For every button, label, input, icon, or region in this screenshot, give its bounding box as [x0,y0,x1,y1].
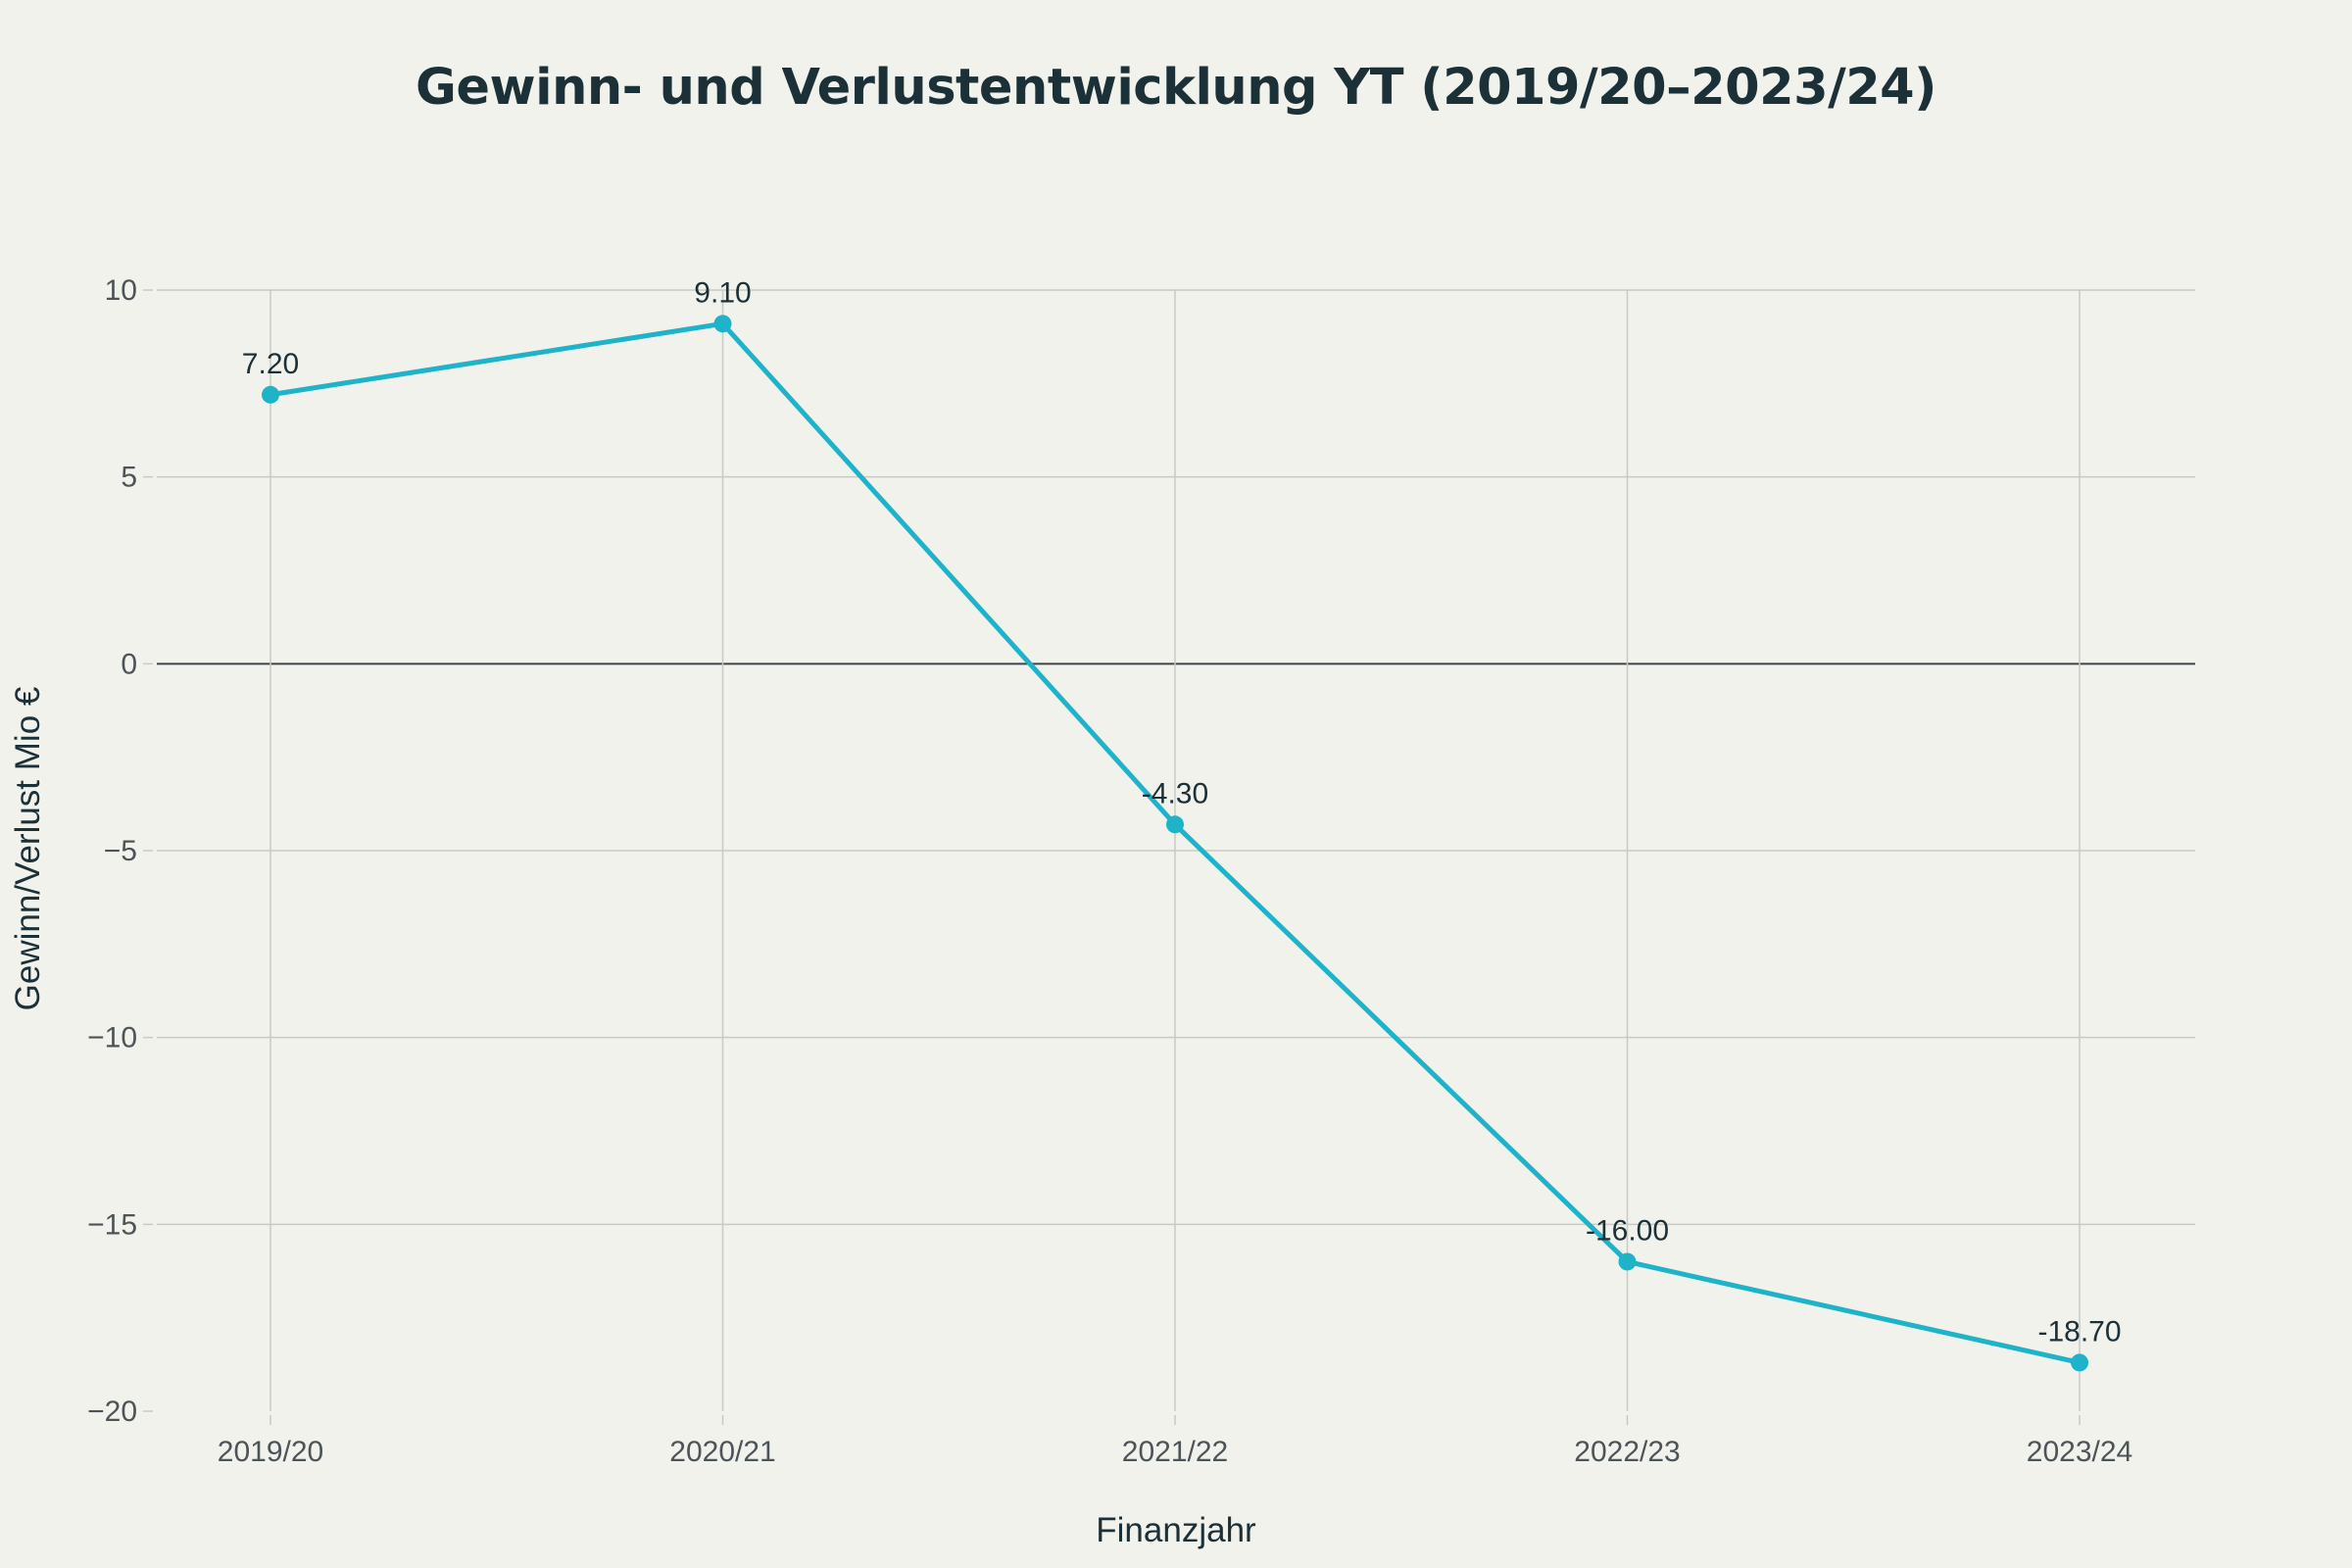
data-point [2071,1353,2088,1372]
x-tick-label: 2022/23 [1574,1436,1680,1468]
x-tick-label: 2023/24 [2027,1436,2132,1468]
y-tick-label: −15 [87,1208,137,1241]
y-tick-label: −20 [87,1396,137,1428]
data-point [262,385,279,404]
data-point [1166,815,1184,834]
x-tick-label: 2020/21 [669,1436,775,1468]
y-tick-label: 10 [105,274,137,307]
y-axis-label: Gewinn/Verlust Mio € [9,687,47,1011]
x-tick-label: 2021/22 [1122,1436,1228,1468]
x-tick-label: 2019/20 [218,1436,323,1468]
data-labels: 7.20 9.10 -4.30 -16.00 -18.70 [242,276,2122,1348]
y-tick-label: −5 [104,835,137,867]
y-tick-label: 5 [121,462,137,494]
data-label: -18.70 [2037,1315,2121,1348]
y-axis-ticks: 10 5 0 −5 −10 −15 −20 [87,274,153,1428]
x-axis-label: Finanzjahr [1096,1511,1256,1549]
data-label: 7.20 [242,348,299,380]
series [262,315,2088,1372]
y-tick-label: 0 [121,648,137,680]
chart-title: Gewinn- und Verlustentwicklung YT (2019/… [416,59,1936,117]
y-tick-label: −10 [87,1022,137,1054]
data-point [1618,1252,1637,1271]
data-label: 9.10 [694,276,751,309]
x-axis-ticks: 2019/20 2020/21 2021/22 2022/23 2023/24 [218,1415,2132,1468]
data-label: -4.30 [1142,777,1208,809]
data-label: -16.00 [1586,1214,1669,1247]
grid [157,289,2195,1411]
data-point [713,315,732,333]
